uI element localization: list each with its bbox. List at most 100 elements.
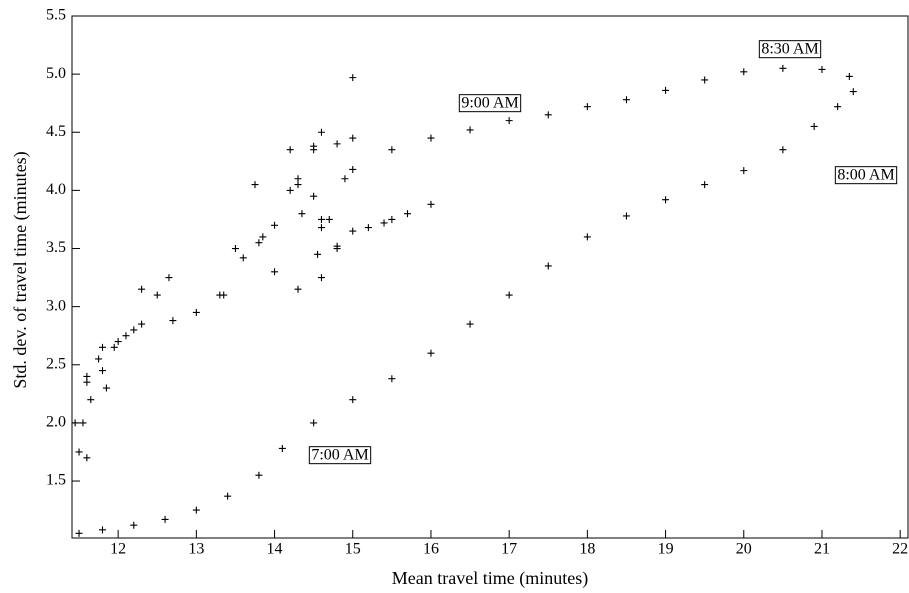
point: [403, 210, 411, 218]
point: [298, 210, 306, 218]
x-tick-label: 22: [892, 541, 908, 558]
point: [662, 196, 670, 204]
point: [388, 215, 396, 223]
x-tick-label: 13: [188, 541, 204, 558]
x-tick-label: 21: [814, 541, 830, 558]
point: [138, 320, 146, 328]
point: [818, 65, 826, 73]
point: [87, 396, 95, 404]
x-tick-label: 12: [110, 541, 126, 558]
point: [845, 72, 853, 80]
annotation-box: [834, 166, 898, 185]
point: [286, 146, 294, 154]
annotation: 8:30 AM: [761, 41, 818, 58]
point: [349, 165, 357, 173]
point: [231, 245, 239, 253]
point: [622, 96, 630, 104]
y-tick-label: 2.0: [46, 414, 66, 431]
point: [251, 181, 259, 189]
annotation: 7:00 AM: [311, 447, 368, 464]
point: [779, 64, 787, 72]
point: [466, 126, 474, 134]
point: [317, 274, 325, 282]
point: [466, 320, 474, 328]
point: [138, 285, 146, 293]
annotation-box: [458, 94, 522, 113]
point: [130, 326, 138, 334]
point: [161, 515, 169, 523]
point: [169, 317, 177, 325]
point: [544, 111, 552, 119]
point: [622, 212, 630, 220]
point: [95, 355, 103, 363]
point: [325, 215, 333, 223]
x-axis-label: Mean travel time (minutes): [392, 568, 588, 589]
point: [98, 526, 106, 534]
point: [333, 140, 341, 148]
point: [349, 227, 357, 235]
y-tick-label: 5.5: [46, 7, 66, 24]
y-tick-label: 3.5: [46, 239, 66, 256]
y-tick-label: 5.0: [46, 65, 66, 82]
point: [583, 103, 591, 111]
point: [740, 167, 748, 175]
point: [239, 254, 247, 262]
point: [317, 128, 325, 136]
x-tick-label: 19: [658, 541, 674, 558]
x-tick-label: 20: [736, 541, 752, 558]
point: [75, 448, 83, 456]
x-tick-label: 17: [501, 541, 517, 558]
point: [255, 239, 263, 247]
point: [505, 291, 513, 299]
point: [130, 521, 138, 529]
point: [388, 146, 396, 154]
y-tick-label: 2.5: [46, 355, 66, 372]
point: [255, 471, 263, 479]
x-tick-label: 14: [267, 541, 283, 558]
y-tick-label: 3.0: [46, 297, 66, 314]
point: [224, 492, 232, 500]
point: [317, 224, 325, 232]
point: [192, 308, 200, 316]
point: [153, 291, 161, 299]
point: [122, 332, 130, 340]
annotation: 9:00 AM: [461, 95, 518, 112]
point: [114, 338, 122, 346]
y-tick-label: 4.0: [46, 181, 66, 198]
point: [286, 186, 294, 194]
point: [271, 221, 279, 229]
point: [294, 285, 302, 293]
point: [216, 291, 224, 299]
point: [427, 349, 435, 357]
point: [83, 372, 91, 380]
point: [583, 233, 591, 241]
point: [701, 181, 709, 189]
point: [310, 146, 318, 154]
point: [740, 68, 748, 76]
point: [102, 384, 110, 392]
x-tick-label: 15: [345, 541, 361, 558]
point: [314, 250, 322, 258]
point: [380, 219, 388, 227]
point: [192, 506, 200, 514]
point: [388, 375, 396, 383]
point: [662, 86, 670, 94]
point: [810, 122, 818, 130]
annotation-box: [308, 446, 372, 465]
point: [349, 396, 357, 404]
annotation-box: [758, 40, 822, 59]
point: [278, 444, 286, 452]
point: [317, 215, 325, 223]
point: [259, 233, 267, 241]
point: [110, 343, 118, 351]
point: [779, 146, 787, 154]
plot-frame: [71, 15, 909, 539]
point: [505, 117, 513, 125]
point: [849, 88, 857, 96]
point: [333, 242, 341, 250]
point: [701, 76, 709, 84]
point: [271, 268, 279, 276]
point: [294, 175, 302, 183]
point: [165, 274, 173, 282]
